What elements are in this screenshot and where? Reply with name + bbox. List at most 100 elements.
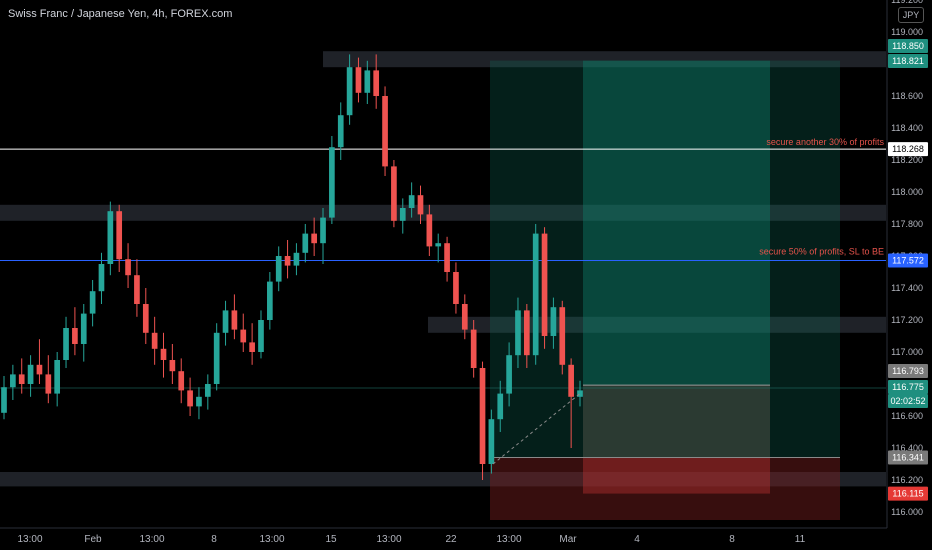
x-tick-label: 22 (445, 534, 457, 545)
candle-body (399, 208, 406, 221)
price-label-bg (888, 54, 928, 68)
candle-body (1, 387, 7, 413)
price-label-bg (888, 142, 928, 157)
support-zone-116-2 (0, 472, 886, 487)
price-label: 116.341 (892, 452, 924, 462)
candle-body (408, 195, 415, 208)
price-label-bg (888, 380, 928, 394)
price-label-bg (888, 486, 928, 501)
candle-body (497, 393, 504, 420)
candle-body (275, 256, 282, 282)
y-tick-label: 116.400 (891, 443, 923, 453)
chart-title: Swiss Franc / Japanese Yen, 4h, FOREX.co… (8, 8, 233, 20)
y-tick-label: 116.000 (891, 507, 923, 517)
currency-badge[interactable]: JPY (898, 7, 924, 23)
stop-loss-zone[interactable] (583, 457, 770, 494)
candle-body (293, 252, 300, 266)
price-label: 116.793 (892, 366, 924, 376)
candle-body (160, 348, 167, 360)
candle-body (559, 307, 566, 365)
candle-body (470, 329, 477, 368)
candle-body (382, 96, 388, 167)
candle-body (213, 332, 220, 384)
y-tick-label: 117.200 (891, 315, 923, 325)
x-tick-label: 13:00 (376, 534, 401, 545)
candle-body (320, 217, 326, 244)
resistance-zone-top (323, 51, 886, 68)
candle-body (523, 310, 530, 356)
price-label: 117.572 (892, 255, 924, 265)
y-tick-label: 119.000 (891, 27, 923, 37)
candle-body (231, 310, 238, 330)
candle-body (125, 259, 131, 276)
x-tick-label: 8 (729, 534, 735, 545)
y-tick-label: 116.200 (891, 475, 923, 485)
candle-body (267, 281, 273, 320)
candle-body (89, 291, 96, 314)
price-label: 118.821 (892, 56, 924, 66)
price-label-bg (888, 39, 928, 53)
y-tick-label: 117.400 (891, 283, 923, 293)
candle-body (54, 360, 61, 394)
candle-body (568, 364, 574, 397)
candle-body (27, 364, 34, 384)
x-tick-label: Feb (84, 534, 102, 545)
candle-body (178, 371, 185, 391)
candle-body (302, 233, 309, 253)
x-tick-label: 13:00 (17, 534, 42, 545)
candle-body (204, 384, 211, 397)
price-label-bg (888, 364, 928, 378)
candle-body (355, 67, 362, 93)
price-label: 118.268 (892, 144, 924, 154)
profit-zone-outer[interactable] (490, 60, 840, 458)
candle-body (98, 264, 105, 292)
candle-body (337, 115, 344, 148)
y-tick-label: 118.400 (891, 123, 923, 133)
x-tick-label: 4 (634, 534, 640, 545)
candle-body (187, 390, 193, 407)
y-tick-label: 116.600 (891, 411, 923, 421)
y-tick-label: 117.800 (891, 219, 923, 229)
candle-body (36, 364, 43, 375)
candle-body (461, 304, 468, 330)
price-label-bg (888, 450, 928, 465)
candle-body (222, 310, 229, 333)
resistance-zone-118 (0, 204, 886, 221)
price-axis[interactable] (887, 0, 932, 550)
projection-line (492, 393, 581, 465)
price-label-bg (888, 394, 928, 408)
candle-body (532, 233, 539, 356)
x-tick-label: 11 (795, 534, 806, 545)
candle-body (72, 328, 78, 344)
x-tick-label: 13:00 (259, 534, 284, 545)
x-tick-label: 8 (211, 534, 217, 545)
y-tick-label: 118.200 (891, 155, 923, 165)
candle-body (134, 275, 140, 304)
candle-body (506, 355, 512, 394)
candle-body (284, 256, 291, 266)
price-label: 116.775 (892, 382, 924, 392)
candle-body (417, 195, 424, 215)
entry-zone[interactable] (583, 385, 770, 458)
candle-body (258, 320, 264, 352)
candle-body (435, 243, 442, 247)
candle-body (18, 374, 25, 384)
price-label-bg (888, 253, 928, 268)
profit-zone[interactable] (583, 60, 770, 386)
loss-zone-outer[interactable] (490, 457, 840, 520)
x-tick-label: 15 (325, 534, 337, 545)
y-tick-label: 119.200 (891, 0, 923, 5)
candle-body (10, 374, 16, 388)
candle-body (577, 390, 583, 397)
candle-body (151, 332, 158, 349)
candle-body (541, 233, 548, 336)
candle-body (196, 396, 202, 407)
candle-body (311, 233, 317, 244)
candle-body (453, 272, 459, 304)
candle-body (240, 329, 247, 343)
candle-body (373, 70, 380, 96)
candle-body (391, 166, 397, 221)
candle-body (63, 328, 69, 360)
